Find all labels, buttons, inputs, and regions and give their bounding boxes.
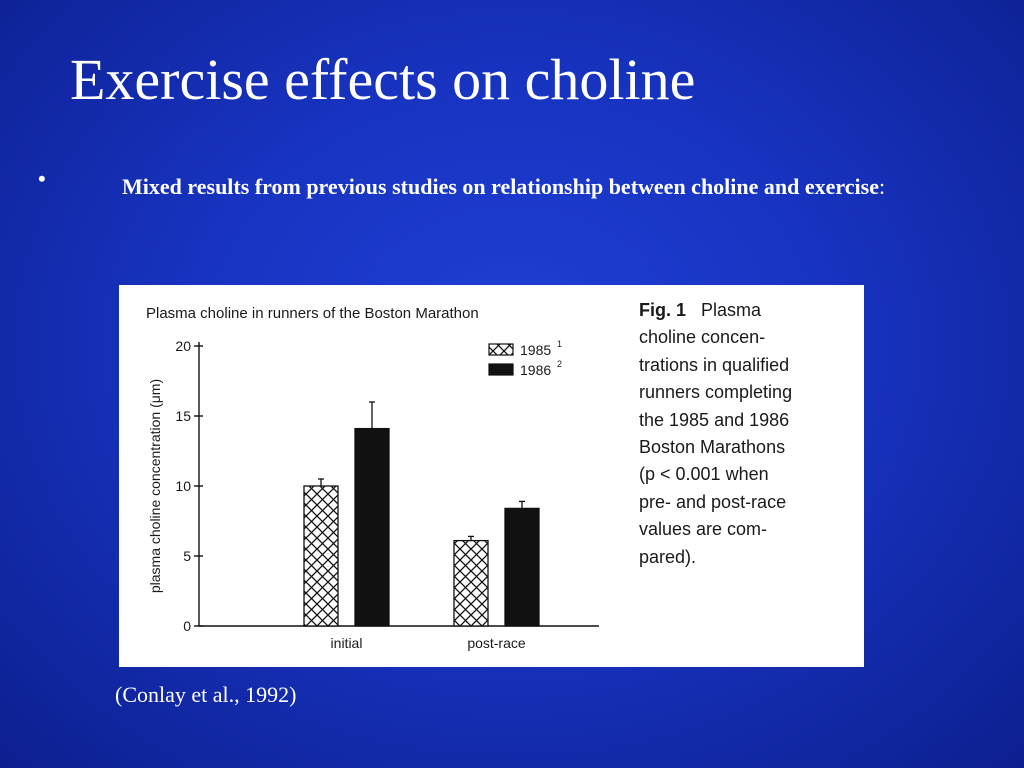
caption-line: pre- and post-race <box>639 491 787 512</box>
bullet-text: Mixed results from previous studies on r… <box>122 162 980 212</box>
caption-line: Fig. 1 Plasma <box>639 297 859 324</box>
bar-1985-initial <box>303 485 339 627</box>
bullet-marker: • <box>38 166 46 191</box>
y-axis-label: plasma choline concentration (μm) <box>147 379 163 593</box>
bar-1986-post-race <box>504 507 540 627</box>
citation: (Conlay et al., 1992) <box>115 682 297 707</box>
bullet-text-body: Mixed results from previous studies on r… <box>122 174 879 199</box>
x-tick-label: initial <box>331 635 363 651</box>
chart-title: Plasma choline in runners of the Boston … <box>146 305 479 322</box>
slide-title: Exercise effects on choline <box>70 47 696 112</box>
caption-line: trations in qualified <box>639 354 790 375</box>
caption-line: the 1985 and 1986 <box>639 409 790 430</box>
bullet-colon: : <box>878 174 886 199</box>
caption-line: values are com- <box>639 519 768 540</box>
caption-line: Boston Marathons <box>639 437 786 458</box>
legend-superscript: 2 <box>557 359 562 369</box>
y-tick-label: 0 <box>183 618 191 634</box>
bar-chart: Plasma choline in runners of the Boston … <box>146 305 599 651</box>
caption-line: choline concen- <box>639 327 766 348</box>
figure-panel: Plasma choline in runners of the Boston … <box>119 285 864 667</box>
legend-superscript: 1 <box>557 339 562 349</box>
x-tick-label: post-race <box>467 635 526 651</box>
legend-label-1985: 1985 <box>520 342 551 358</box>
caption-label: Fig. 1 <box>639 300 687 320</box>
legend-label-1986: 1986 <box>520 362 551 378</box>
legend-swatch-1986 <box>488 363 514 376</box>
y-tick-label: 15 <box>175 408 191 424</box>
figure-caption: Fig. 1 Plasma choline concen- trations i… <box>639 297 859 571</box>
caption-text: Plasma <box>701 300 762 320</box>
caption-line: runners completing <box>639 382 793 403</box>
caption-line: pared). <box>639 546 697 567</box>
y-tick-label: 5 <box>183 548 191 564</box>
caption-line: (p < 0.001 when <box>639 464 769 485</box>
y-tick-label: 20 <box>175 338 191 354</box>
legend-swatch-1985 <box>488 343 514 356</box>
y-tick-label: 10 <box>175 478 191 494</box>
bar-1985-post-race <box>453 539 489 627</box>
bar-1986-initial <box>354 427 390 627</box>
